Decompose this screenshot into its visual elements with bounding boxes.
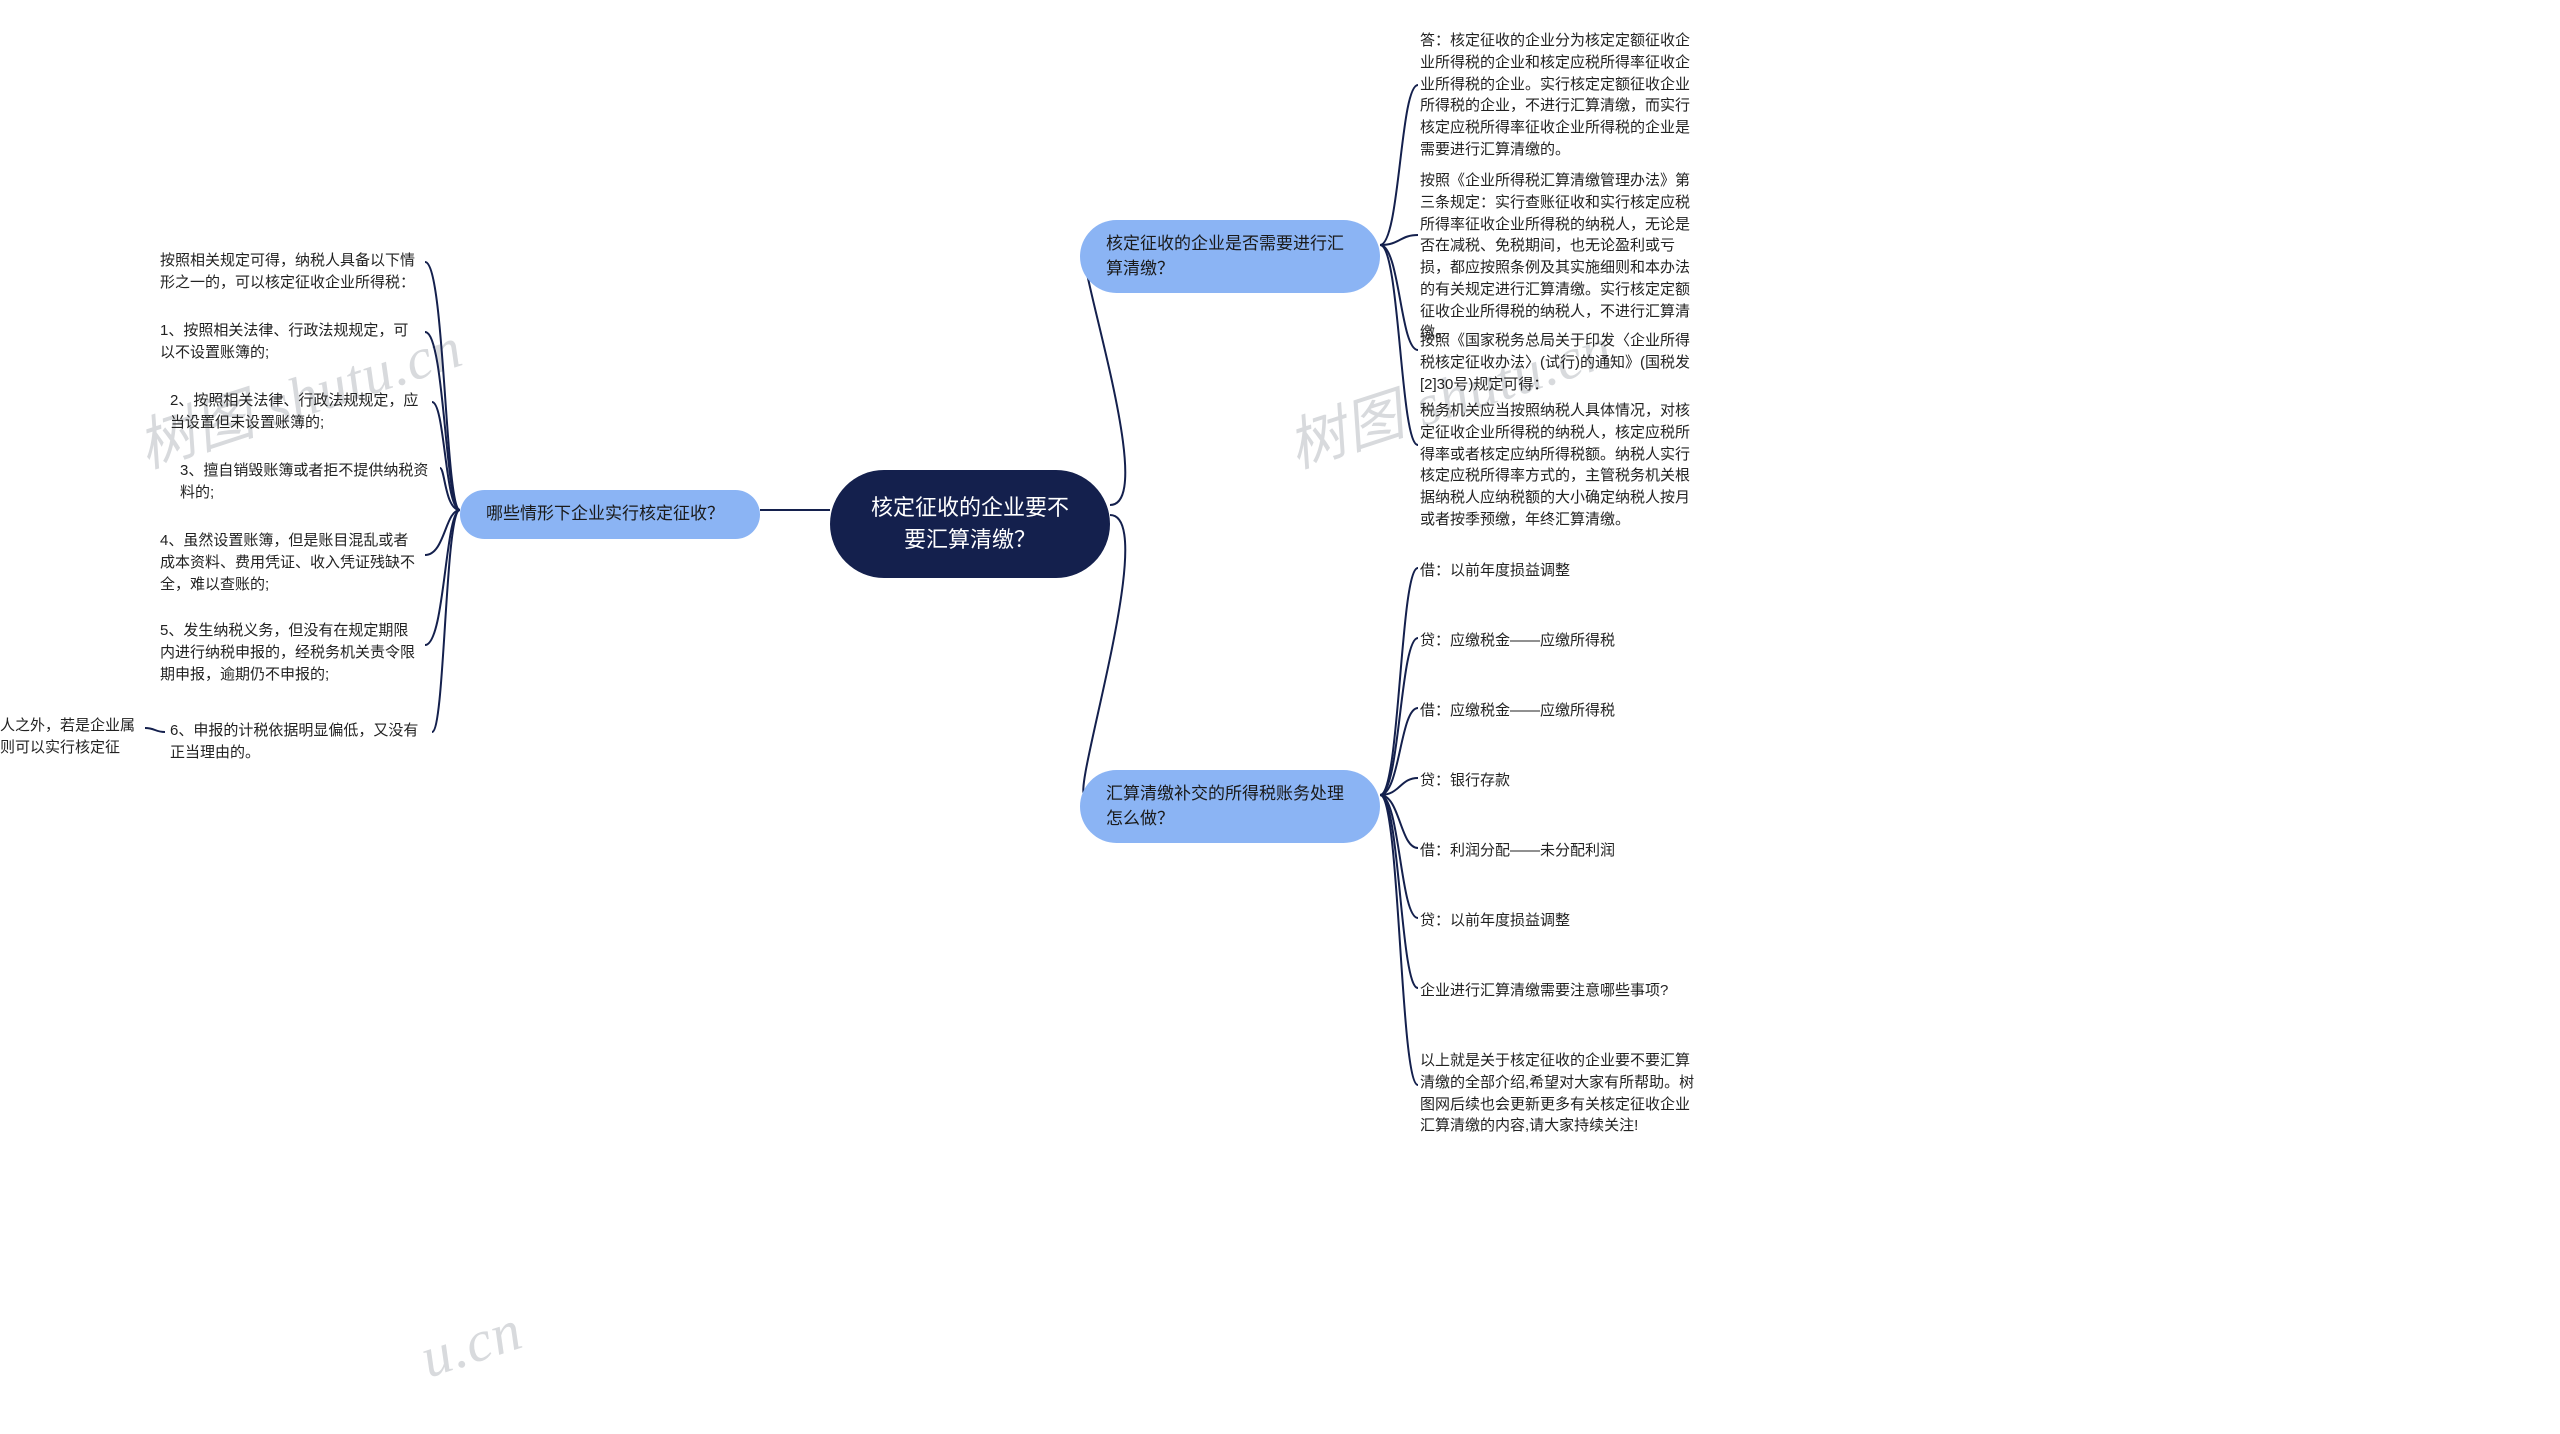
leaf-text: 贷：以前年度损益调整 (1420, 912, 1570, 929)
branch-label: 核定征收的企业是否需要进行汇算清缴？ (1106, 234, 1344, 278)
leaf-text: 贷：银行存款 (1420, 772, 1510, 789)
root-label: 核定征收的企业要不要汇算清缴？ (871, 495, 1069, 552)
leaf-node[interactable]: 4、虽然设置账簿，但是账目混乱或者成本资料、费用凭证、收入凭证残缺不全，难以查账… (160, 530, 420, 595)
leaf-node[interactable]: 借：以前年度损益调整 (1420, 560, 1680, 582)
leaf-node[interactable]: 1、按照相关法律、行政法规规定，可以不设置账簿的; (160, 320, 420, 364)
leaf-node[interactable]: 5、发生纳税义务，但没有在规定期限内进行纳税申报的，经税务机关责令限期申报，逾期… (160, 620, 420, 685)
leaf-text: 1、按照相关法律、行政法规规定，可以不设置账簿的; (160, 322, 408, 361)
branch-right-1[interactable]: 核定征收的企业是否需要进行汇算清缴？ (1080, 220, 1380, 293)
leaf-node[interactable]: 除了属于特定纳税人之外，若是企业属于以上情形之一，则可以实行核定征收。 (0, 715, 140, 780)
leaf-node[interactable]: 贷：银行存款 (1420, 770, 1680, 792)
leaf-node[interactable]: 以上就是关于核定征收的企业要不要汇算清缴的全部介绍,希望对大家有所帮助。树图网后… (1420, 1050, 1700, 1137)
leaf-node[interactable]: 6、申报的计税依据明显偏低，又没有正当理由的。 (170, 720, 430, 764)
mindmap-canvas: 树图 shutu.cn 树图 shutu.cn u.cn (0, 0, 2560, 1434)
leaf-node[interactable]: 按照《企业所得税汇算清缴管理办法》第三条规定：实行查账征收和实行核定应税所得率征… (1420, 170, 1700, 344)
leaf-node[interactable]: 贷：以前年度损益调整 (1420, 910, 1680, 932)
leaf-text: 2、按照相关法律、行政法规规定，应当设置但未设置账簿的; (170, 392, 418, 431)
leaf-node[interactable]: 借：应缴税金——应缴所得税 (1420, 700, 1680, 722)
leaf-text: 税务机关应当按照纳税人具体情况，对核定征收企业所得税的纳税人，核定应税所得率或者… (1420, 402, 1690, 528)
leaf-node[interactable]: 按照相关规定可得，纳税人具备以下情形之一的，可以核定征收企业所得税： (160, 250, 420, 294)
leaf-text: 借：利润分配——未分配利润 (1420, 842, 1615, 859)
leaf-text: 借：以前年度损益调整 (1420, 562, 1570, 579)
leaf-text: 答：核定征收的企业分为核定定额征收企业所得税的企业和核定应税所得率征收企业所得税… (1420, 32, 1690, 158)
leaf-text: 4、虽然设置账簿，但是账目混乱或者成本资料、费用凭证、收入凭证残缺不全，难以查账… (160, 532, 415, 593)
leaf-node[interactable]: 贷：应缴税金——应缴所得税 (1420, 630, 1680, 652)
leaf-node[interactable]: 借：利润分配——未分配利润 (1420, 840, 1680, 862)
branch-left[interactable]: 哪些情形下企业实行核定征收？ (460, 490, 760, 539)
leaf-text: 除了属于特定纳税人之外，若是企业属于以上情形之一，则可以实行核定征收。 (0, 717, 135, 778)
leaf-text: 3、擅自销毁账簿或者拒不提供纳税资料的; (180, 462, 428, 501)
leaf-text: 企业进行汇算清缴需要注意哪些事项? (1420, 982, 1668, 999)
branch-right-2[interactable]: 汇算清缴补交的所得税账务处理怎么做？ (1080, 770, 1380, 843)
leaf-node[interactable]: 按照《国家税务总局关于印发〈企业所得税核定征收办法〉(试行)的通知》(国税发[2… (1420, 330, 1700, 395)
connector-layer (0, 0, 2560, 1434)
branch-label: 哪些情形下企业实行核定征收？ (486, 504, 724, 523)
leaf-node[interactable]: 税务机关应当按照纳税人具体情况，对核定征收企业所得税的纳税人，核定应税所得率或者… (1420, 400, 1700, 531)
leaf-node[interactable]: 答：核定征收的企业分为核定定额征收企业所得税的企业和核定应税所得率征收企业所得税… (1420, 30, 1700, 161)
leaf-text: 贷：应缴税金——应缴所得税 (1420, 632, 1615, 649)
leaf-node[interactable]: 企业进行汇算清缴需要注意哪些事项? (1420, 980, 1680, 1002)
leaf-text: 借：应缴税金——应缴所得税 (1420, 702, 1615, 719)
leaf-text: 按照相关规定可得，纳税人具备以下情形之一的，可以核定征收企业所得税： (160, 252, 415, 291)
leaf-text: 5、发生纳税义务，但没有在规定期限内进行纳税申报的，经税务机关责令限期申报，逾期… (160, 622, 415, 683)
leaf-node[interactable]: 3、擅自销毁账簿或者拒不提供纳税资料的; (180, 460, 440, 504)
branch-label: 汇算清缴补交的所得税账务处理怎么做？ (1106, 784, 1344, 828)
leaf-text: 按照《国家税务总局关于印发〈企业所得税核定征收办法〉(试行)的通知》(国税发[2… (1420, 332, 1690, 393)
leaf-text: 以上就是关于核定征收的企业要不要汇算清缴的全部介绍,希望对大家有所帮助。树图网后… (1420, 1052, 1694, 1134)
root-node[interactable]: 核定征收的企业要不要汇算清缴？ (830, 470, 1110, 578)
leaf-text: 6、申报的计税依据明显偏低，又没有正当理由的。 (170, 722, 418, 761)
leaf-text: 按照《企业所得税汇算清缴管理办法》第三条规定：实行查账征收和实行核定应税所得率征… (1420, 172, 1690, 341)
leaf-node[interactable]: 2、按照相关法律、行政法规规定，应当设置但未设置账簿的; (170, 390, 430, 434)
watermark: u.cn (412, 1296, 530, 1391)
